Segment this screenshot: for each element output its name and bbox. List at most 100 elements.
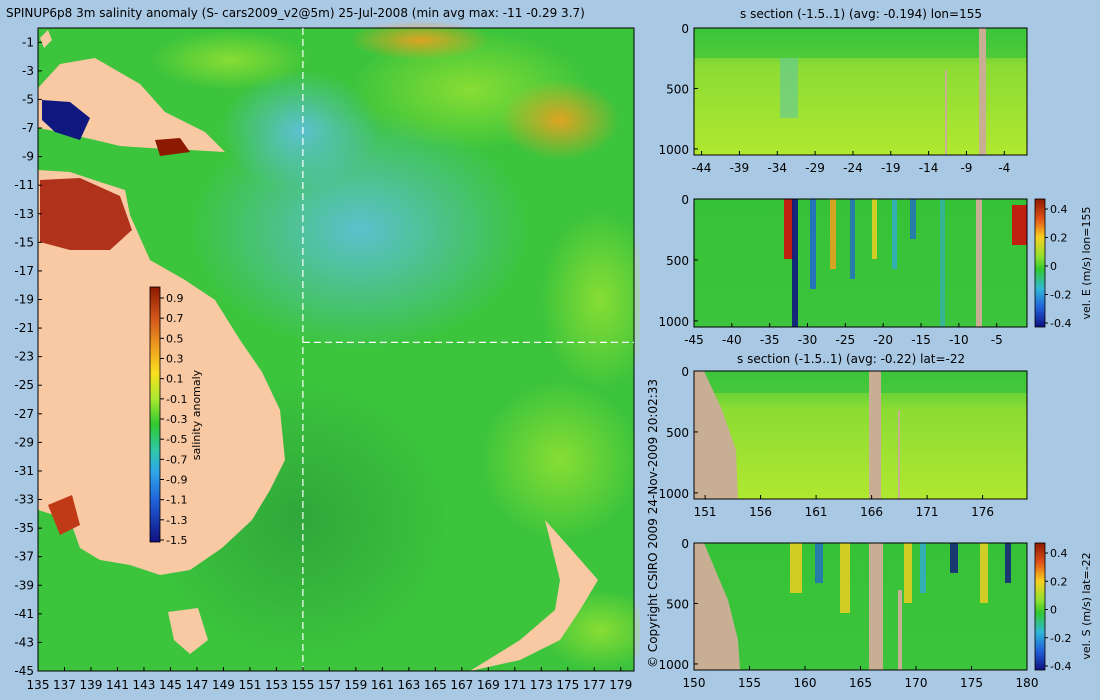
map-x-tick-label: 175	[556, 678, 579, 692]
map-x-ticks: 135 137 139 141 143 145 147 149 151 153 155 157 159 1…	[27, 667, 632, 692]
section-colorbar-tick-label: -0.4	[1050, 317, 1071, 330]
map-y-tick-label: -37	[14, 550, 34, 564]
panel-ve-lon: -45 -40 -35 -30 -25 -20 -15 -10 -5 0 500 1000 0.4 0.2…	[658, 193, 1093, 347]
map-y-tick-label: -3	[22, 64, 34, 78]
map-y-tick-label: -23	[14, 350, 34, 364]
map-y-tick-label: -41	[14, 607, 34, 621]
map-x-tick-label: 163	[397, 678, 420, 692]
map-x-tick-label: 151	[238, 678, 261, 692]
section-y-tick-label: 0	[681, 537, 689, 551]
section-x-tick-label: -24	[843, 161, 863, 175]
section-colorbar-tick-label: -0.2	[1050, 289, 1071, 302]
section-y-tick-label: 500	[666, 254, 689, 268]
section-x-tick-label: -30	[798, 333, 818, 347]
section-x-tick-label: 156	[749, 505, 772, 519]
map-x-tick-label: 147	[185, 678, 208, 692]
map-colorbar-label: salinity anomaly	[190, 369, 203, 460]
panel4-colorbar-label: vel. S (m/s) lat=-22	[1080, 552, 1093, 659]
section-y-tick-label: 1000	[658, 143, 689, 157]
map-frame	[37, 27, 635, 672]
section-x-tick-label: -29	[805, 161, 825, 175]
map-red-anomaly	[40, 178, 132, 250]
section-x-tick-label: -40	[722, 333, 742, 347]
section-y-tick-label: 0	[681, 193, 689, 207]
map-x-tick-label: 149	[212, 678, 235, 692]
map-y-tick-label: -25	[14, 378, 34, 392]
map-x-tick-label: 169	[477, 678, 500, 692]
section-x-tick-label: -9	[960, 161, 972, 175]
map-x-tick-label: 155	[291, 678, 314, 692]
page-title: SPINUP6p8 3m salinity anomaly (S- cars20…	[6, 6, 585, 20]
section-x-tick-label: -14	[919, 161, 939, 175]
section-x-tick-label: 180	[1016, 676, 1039, 690]
map-colorbar-tick-label: -1.1	[166, 494, 187, 507]
map-x-tick-label: 167	[450, 678, 473, 692]
map-y-tick-label: -31	[14, 464, 34, 478]
map-x-tick-label: 171	[503, 678, 526, 692]
map-x-tick-label: 145	[159, 678, 182, 692]
section-colorbar-tick-label: -0.2	[1050, 632, 1071, 645]
map-colorbar-ticks: 0.9 0.7 0.5 0.3 0.1 -0.1 -0.3 -0.5 -0.7 -0.9 -1.1 -…	[160, 292, 187, 547]
map-colorbar-tick-label: 0.1	[166, 373, 184, 386]
map-x-tick-label: 141	[106, 678, 129, 692]
map-colorbar-tick-label: -1.5	[166, 534, 187, 547]
map-colorbar-tick-label: 0.7	[166, 312, 184, 325]
map-x-tick-label: 173	[530, 678, 553, 692]
map-x-tick-label: 153	[265, 678, 288, 692]
map-colorbar-tick-label: 0.5	[166, 332, 184, 345]
section-x-tick-label: -10	[949, 333, 969, 347]
section-x-tick-label: -15	[911, 333, 931, 347]
map-x-tick-label: 161	[371, 678, 394, 692]
map-y-tick-label: -17	[14, 264, 34, 278]
section-x-tick-label: -34	[767, 161, 787, 175]
panel2-colorbar-label: vel. E (m/s) lon=155	[1080, 207, 1093, 320]
section-x-tick-label: 165	[849, 676, 872, 690]
map-y-tick-label: -43	[14, 635, 34, 649]
section-x-tick-label: 166	[860, 505, 883, 519]
map-y-ticks: -1 -3 -5 -7 -9 -11 -13 -15 -17 -19 -21 -23 -25 -27 -29…	[14, 35, 42, 678]
map-x-tick-label: 137	[53, 678, 76, 692]
map-land	[38, 30, 598, 671]
map-colorbar-tick-label: -0.1	[166, 393, 187, 406]
section-colorbar-tick-label: 0	[1050, 260, 1057, 273]
section-x-tick-label: -39	[730, 161, 750, 175]
map-x-tick-label: 139	[80, 678, 103, 692]
map-y-tick-label: -21	[14, 321, 34, 335]
section-x-tick-label: -45	[684, 333, 704, 347]
panel-vs-lat: 150 155 160 165 170 175 180 0 500 1000 0.4 0.2 0 -0.2…	[658, 537, 1093, 690]
section-x-tick-label: -4	[998, 161, 1010, 175]
section3-title: s section (-1.5..1) (avg: -0.22) lat=-22	[737, 352, 966, 366]
panel-s-lon: -44 -39 -34 -29 -24 -19 -14 -9 -4 0 500 1000	[658, 22, 1028, 175]
section-colorbar-tick-label: 0	[1050, 604, 1057, 617]
map-x-tick-label: 165	[424, 678, 447, 692]
section-x-tick-label: -35	[760, 333, 780, 347]
section-x-tick-label: 171	[916, 505, 939, 519]
section-x-tick-label: 150	[683, 676, 706, 690]
map-colorbar-tick-label: -0.5	[166, 433, 187, 446]
section-colorbar-tick-label: 0.4	[1050, 203, 1068, 216]
section-y-tick-label: 1000	[658, 487, 689, 501]
map-colorbar-tick-label: -0.3	[166, 413, 187, 426]
map-y-tick-label: -33	[14, 493, 34, 507]
map-y-tick-label: -13	[14, 207, 34, 221]
map-x-tick-label: 159	[344, 678, 367, 692]
map-y-tick-label: -39	[14, 578, 34, 592]
map-y-tick-label: -7	[22, 121, 34, 135]
section-x-tick-label: -44	[692, 161, 712, 175]
section-x-tick-label: 161	[805, 505, 828, 519]
section-x-tick-label: 170	[905, 676, 928, 690]
map-y-tick-label: -27	[14, 407, 34, 421]
map-y-tick-label: -9	[22, 150, 34, 164]
section-y-tick-label: 1000	[658, 658, 689, 672]
map-x-tick-label: 157	[318, 678, 341, 692]
map-blue-anomaly	[42, 100, 90, 140]
map-x-tick-label: 135	[27, 678, 50, 692]
section-x-tick-label: 175	[960, 676, 983, 690]
section-colorbar-tick-label: 0.4	[1050, 547, 1068, 560]
map-colorbar-tick-label: 0.9	[166, 292, 184, 305]
panel-s-lat: 151 156 161 166 171 176 0 500 1000	[658, 365, 1028, 519]
map-y-tick-label: -19	[14, 292, 34, 306]
copyright-note: © Copyright CSIRO 2009 24-Nov-2009 20:02…	[646, 378, 660, 668]
section-x-tick-label: 151	[694, 505, 717, 519]
